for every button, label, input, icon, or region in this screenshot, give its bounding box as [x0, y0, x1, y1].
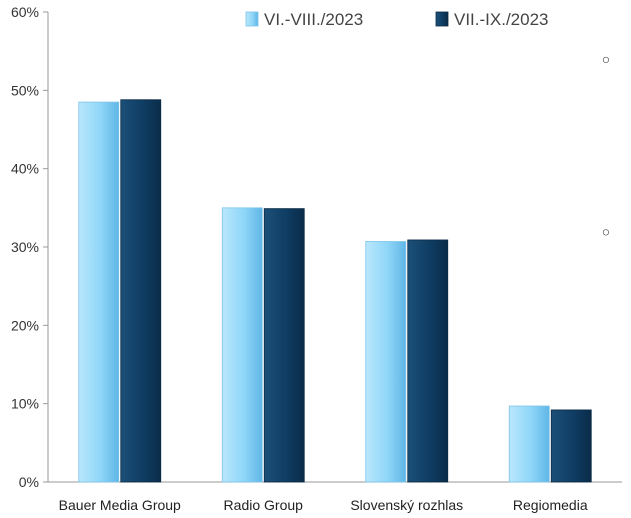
bar-series-1 [508, 405, 550, 483]
category-label: Radio Group [224, 497, 304, 513]
circle-marker: ○ [602, 51, 610, 67]
bar-series-2 [550, 409, 592, 483]
category-label: Slovenský rozhlas [350, 497, 463, 513]
bar-series-1 [78, 101, 120, 483]
y-tick-label: 10% [11, 396, 39, 412]
bar-series-1 [221, 207, 263, 483]
legend: VI.-VIII./2023 VII.-IX./2023 [245, 10, 549, 29]
circle-marker: ○ [602, 223, 610, 239]
legend-label: VI.-VIII./2023 [264, 10, 363, 29]
category-label: Bauer Media Group [59, 497, 181, 513]
category-labels: Bauer Media Group Radio Group Slovenský ro… [59, 497, 588, 513]
y-tick-label: 60% [11, 4, 39, 20]
bar-series-2 [407, 239, 449, 483]
category-label: Regiomedia [513, 497, 588, 513]
y-tick-label: 30% [11, 239, 39, 255]
legend-label: VII.-IX./2023 [454, 10, 549, 29]
y-tick-label: 20% [11, 317, 39, 333]
legend-swatch [245, 11, 259, 27]
marker-group: ○○ [602, 51, 610, 239]
y-tick-label: 0% [19, 474, 39, 490]
bar-series-2 [120, 99, 162, 483]
bars-group [78, 99, 592, 483]
y-axis-ticks: 0% 10% 20% 30% 40% 50% 60% [11, 4, 48, 490]
y-tick-label: 40% [11, 161, 39, 177]
legend-swatch [435, 11, 449, 27]
bar-series-1 [365, 241, 407, 483]
y-tick-label: 50% [11, 82, 39, 98]
bar-series-2 [263, 208, 305, 483]
